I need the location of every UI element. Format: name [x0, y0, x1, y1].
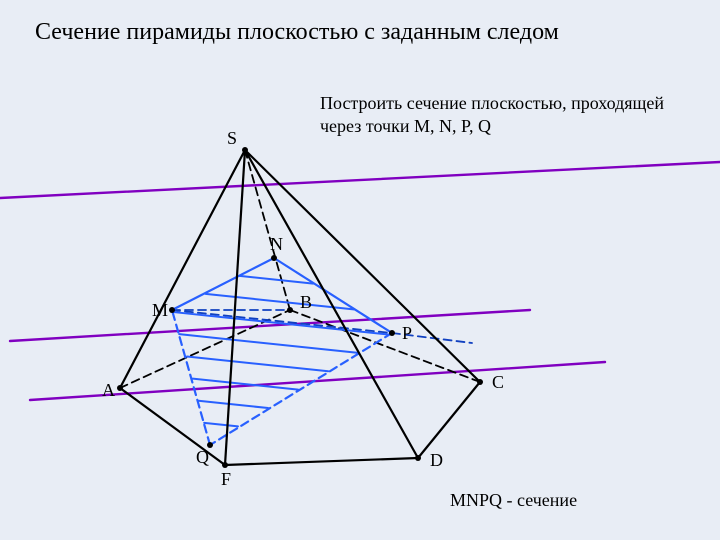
- pyramid-edge: [418, 382, 480, 458]
- trace-line: [10, 310, 530, 341]
- pyramid-edge: [245, 150, 480, 382]
- pyramid-edge: [245, 150, 418, 458]
- svg-text:P: P: [402, 323, 412, 343]
- svg-text:S: S: [227, 128, 237, 148]
- section-hatch: [198, 401, 268, 408]
- pyramid-edge: [120, 388, 225, 465]
- section-hatch: [187, 357, 328, 372]
- svg-text:F: F: [221, 469, 231, 489]
- trace-line: [0, 162, 720, 198]
- svg-text:Q: Q: [196, 447, 209, 467]
- svg-text:N: N: [270, 234, 283, 254]
- trace-line: [30, 362, 605, 400]
- pyramid-edge: [120, 150, 245, 388]
- section-hatch: [204, 423, 238, 427]
- pyramid-edge: [225, 150, 245, 465]
- pyramid-edge: [225, 458, 418, 465]
- section-hatch: [174, 312, 389, 334]
- svg-text:D: D: [430, 450, 443, 470]
- svg-text:A: A: [102, 380, 115, 400]
- section-caption: MNPQ - сечение: [450, 490, 577, 511]
- home-icon[interactable]: [672, 496, 702, 522]
- svg-text:C: C: [492, 372, 504, 392]
- section-hatch: [179, 334, 358, 353]
- section-edge-hidden: [210, 333, 392, 445]
- pyramid-hidden-edge: [245, 150, 290, 310]
- diagram-canvas: S A B C D F M N P Q: [0, 0, 720, 540]
- svg-text:M: M: [152, 300, 168, 320]
- section-edge: [172, 258, 274, 310]
- slide-stage: Сечение пирамиды плоскостью с заданным с…: [0, 0, 720, 540]
- svg-text:B: B: [300, 292, 312, 312]
